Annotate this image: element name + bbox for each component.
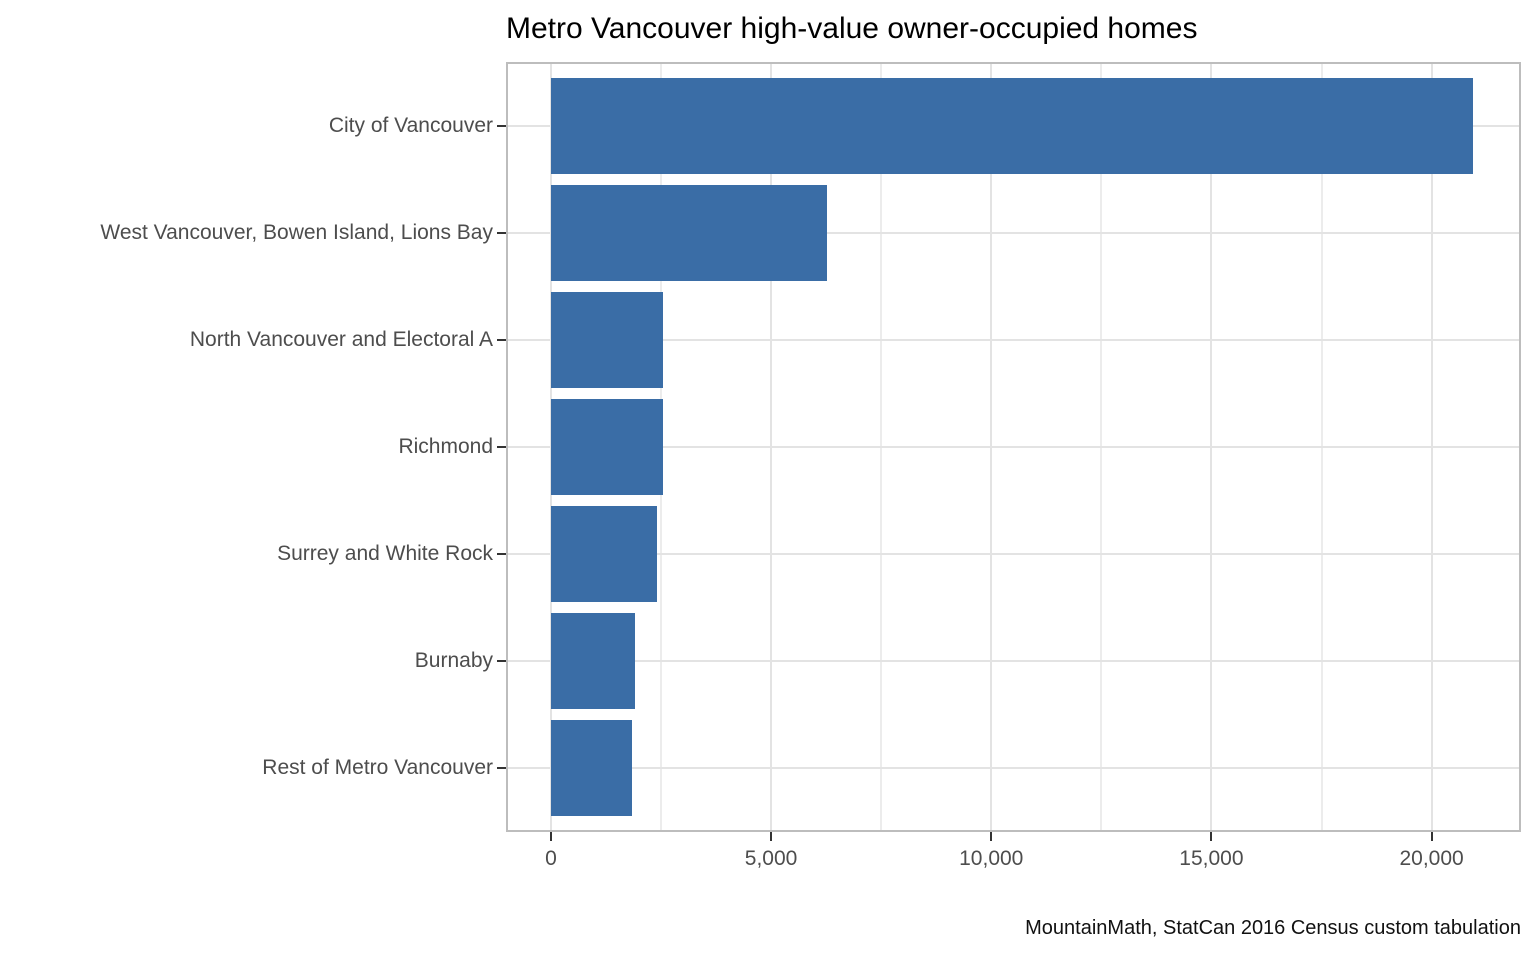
- bar-rest-of-metro-vancouver: [550, 719, 632, 816]
- y-axis-label: Surrey and White Rock: [277, 541, 493, 565]
- gridline-major-horizontal: [506, 232, 1521, 235]
- y-axis-tick: [497, 125, 506, 128]
- y-axis-tick: [497, 446, 506, 448]
- x-axis-tick: [1210, 832, 1213, 841]
- y-axis-tick: [497, 659, 506, 662]
- x-axis-label: 10,000: [959, 847, 1024, 870]
- chart-title: Metro Vancouver high-value owner-occupie…: [506, 12, 1198, 45]
- x-axis-label: 0: [545, 847, 557, 870]
- x-axis-tick: [549, 832, 552, 841]
- y-axis-label: Burnaby: [414, 648, 493, 672]
- y-axis-tick: [497, 552, 506, 555]
- x-axis-label: 20,000: [1399, 847, 1464, 870]
- gridline-major-horizontal: [506, 446, 1521, 448]
- gridline-major-horizontal: [506, 766, 1521, 769]
- y-axis-label: Richmond: [398, 435, 493, 458]
- gridline-major-horizontal: [506, 552, 1521, 555]
- gridline-major-horizontal: [506, 659, 1521, 662]
- x-axis-tick: [1430, 832, 1433, 841]
- y-axis-tick: [497, 232, 506, 235]
- gridline-major-horizontal: [506, 339, 1521, 342]
- x-axis-label: 5,000: [744, 847, 798, 870]
- y-axis-label: Rest of Metro Vancouver: [262, 755, 493, 779]
- x-axis-label: 15,000: [1179, 847, 1244, 870]
- y-axis-tick: [497, 339, 506, 342]
- bar-west-vancouver-bowen-island-lions-bay: [550, 184, 827, 282]
- bar-city-of-vancouver: [550, 78, 1474, 175]
- bar-burnaby: [550, 612, 636, 709]
- bar-surrey-and-white-rock: [550, 505, 658, 603]
- x-axis-tick: [770, 832, 773, 841]
- bar-north-vancouver-and-electoral-a: [550, 291, 664, 389]
- y-axis-label: West Vancouver, Bowen Island, Lions Bay: [100, 221, 493, 245]
- x-axis-tick: [990, 832, 993, 841]
- y-axis-label: North Vancouver and Electoral A: [189, 328, 493, 352]
- chart-caption: MountainMath, StatCan 2016 Census custom…: [1025, 917, 1521, 939]
- bar-richmond: [550, 398, 664, 496]
- y-axis-label: City of Vancouver: [328, 114, 493, 138]
- y-axis-tick: [497, 766, 506, 769]
